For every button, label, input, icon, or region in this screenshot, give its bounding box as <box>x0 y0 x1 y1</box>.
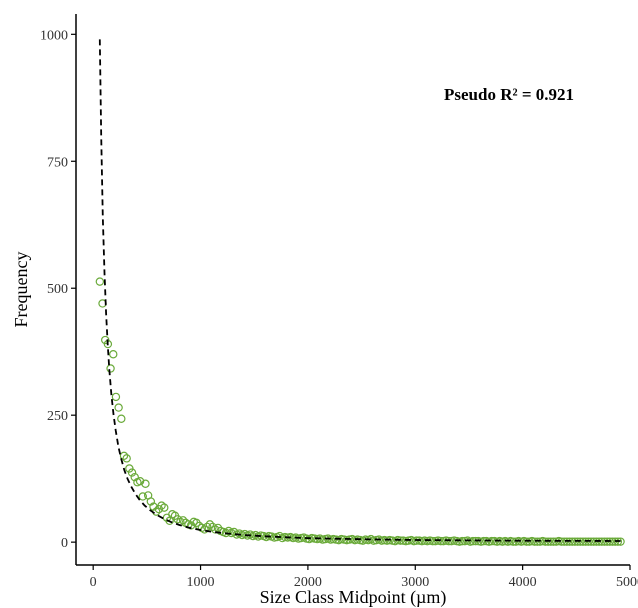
data-point <box>224 526 233 536</box>
data-point <box>436 536 445 546</box>
data-point <box>114 403 123 412</box>
data-point <box>95 277 105 286</box>
data-point <box>205 520 215 529</box>
data-point <box>111 392 121 402</box>
x-tick-label: 5000 <box>616 575 638 590</box>
y-tick-label: 0 <box>61 536 68 551</box>
data-point <box>146 497 156 506</box>
pseudo-r2-annotation: Pseudo R² = 0.921 <box>444 85 574 104</box>
data-point <box>208 522 217 532</box>
data-point <box>173 515 182 524</box>
data-point <box>122 454 131 463</box>
y-tick-label: 500 <box>47 282 68 297</box>
data-point <box>428 536 437 546</box>
x-tick-label: 2000 <box>294 575 322 590</box>
data-point <box>141 479 150 488</box>
data-point <box>533 537 542 546</box>
fit-curve <box>98 39 621 542</box>
data-point <box>573 537 582 546</box>
data-point <box>229 527 239 537</box>
data-point <box>613 537 623 546</box>
x-tick-label: 0 <box>90 575 97 590</box>
data-point <box>149 502 158 511</box>
data-point <box>157 501 166 510</box>
data-point <box>117 414 126 423</box>
data-point <box>584 537 593 546</box>
data-point <box>138 492 147 501</box>
x-tick-label: 1000 <box>187 575 215 590</box>
y-tick-label: 750 <box>47 155 68 170</box>
data-point <box>130 472 139 482</box>
data-point <box>522 537 531 546</box>
x-tick-label: 4000 <box>509 575 537 590</box>
data-point <box>109 350 118 359</box>
plot-area <box>95 39 625 546</box>
data-point <box>160 503 169 512</box>
data-point <box>543 537 553 546</box>
data-point <box>127 468 137 477</box>
data-point <box>444 536 453 546</box>
y-tick-label: 250 <box>47 409 68 424</box>
data-point <box>135 477 145 486</box>
x-axis-title: Size Class Midpoint (µm) <box>260 587 447 608</box>
y-axis-title: Frequency <box>11 252 31 328</box>
data-point <box>178 516 188 525</box>
y-axis-ticks: 0 250 500 750 1000 <box>40 28 76 551</box>
data-point <box>106 364 115 373</box>
x-tick-label: 3000 <box>401 575 429 590</box>
y-tick-label: 1000 <box>40 28 68 43</box>
data-point <box>508 537 518 546</box>
data-point <box>119 451 129 461</box>
x-axis-ticks: 0 1000 2000 3000 4000 5000 <box>90 565 638 590</box>
